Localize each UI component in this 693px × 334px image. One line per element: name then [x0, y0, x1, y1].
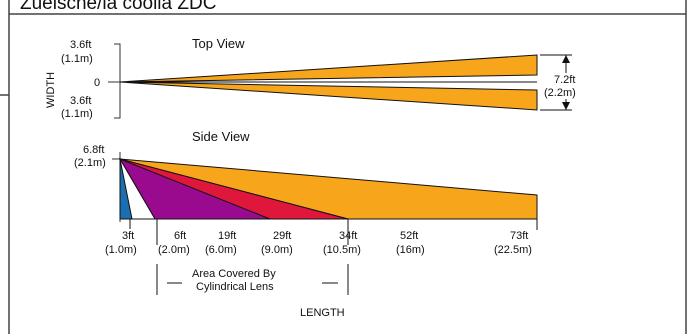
svg-text:3ft: 3ft [122, 230, 134, 242]
svg-text:6ft: 6ft [174, 230, 186, 242]
svg-text:52ft: 52ft [400, 230, 418, 242]
top-center-zero: 0 [94, 77, 100, 89]
top-view-upper-zone [119, 54, 538, 83]
svg-text:(1.0m): (1.0m) [105, 244, 137, 256]
svg-text:(6.0m): (6.0m) [205, 244, 237, 256]
distance-label-3ft: 3ft (1.0m) [105, 230, 137, 256]
distance-label-34ft: 34ft (10.5m) [323, 230, 361, 256]
svg-text:29ft: 29ft [273, 230, 291, 242]
svg-text:34ft: 34ft [339, 230, 357, 242]
distance-label-6ft: 6ft (2.0m) [158, 230, 190, 256]
lens-label-line2: Cylindrical Lens [196, 281, 274, 293]
width-axis-label: WIDTH [45, 72, 57, 108]
span-arrow-bottom [562, 102, 570, 110]
top-lower-ft: 3.6ft [70, 95, 91, 107]
svg-text:(10.5m): (10.5m) [323, 244, 361, 256]
svg-text:19ft: 19ft [218, 230, 236, 242]
header-title: Zuelsche/ia coolia ZDC [20, 0, 216, 14]
distance-label-52ft: 52ft (16m) [396, 230, 425, 256]
side-height-ft: 6.8ft [83, 144, 104, 156]
svg-text:(2.0m): (2.0m) [158, 244, 190, 256]
distance-label-73ft: 73ft (22.5m) [494, 230, 532, 256]
svg-text:(9.0m): (9.0m) [261, 244, 293, 256]
top-view-lower-zone [119, 81, 538, 111]
span-m: (2.2m) [544, 87, 576, 99]
span-label-mask [548, 73, 588, 99]
lens-label-line1: Area Covered By [192, 268, 276, 280]
span-arrow-top [562, 55, 570, 63]
width-bracket [114, 43, 121, 119]
span-ft: 7.2ft [554, 74, 575, 86]
top-upper-ft: 3.6ft [70, 39, 91, 51]
length-axis-label: LENGTH [300, 307, 345, 319]
distance-label-29ft: 29ft (9.0m) [261, 230, 293, 256]
top-upper-m: (1.1m) [61, 53, 93, 65]
svg-text:(16m): (16m) [396, 244, 425, 256]
top-view-title: Top View [192, 36, 245, 51]
distance-label-19ft: 19ft (6.0m) [205, 230, 237, 256]
side-height-m: (2.1m) [74, 157, 106, 169]
side-view-title: Side View [192, 129, 250, 144]
svg-text:(22.5m): (22.5m) [494, 244, 532, 256]
top-lower-m: (1.1m) [61, 108, 93, 120]
svg-text:73ft: 73ft [510, 230, 528, 242]
